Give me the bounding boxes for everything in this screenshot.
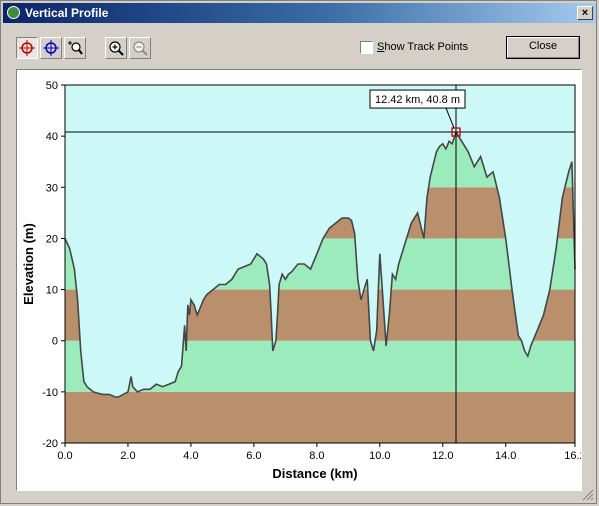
y-axis-ticks: 50 40 30 20 10 0 -10 -20 [42,80,65,450]
profile-line [64,130,576,398]
y-axis-label: Elevation (m) [21,223,36,305]
x-tick-label: 12.0 [432,450,453,462]
x-tick-label: 4.0 [183,450,198,462]
plot-frame [64,84,576,444]
title-close-button[interactable]: × [577,6,593,20]
crosshair-red-icon [19,40,35,56]
x-tick-label: 16.2 [564,450,581,462]
close-button-label: Close [528,40,558,52]
chart-panel: 0.0 2.0 4.0 6.0 8.0 10.0 12.0 14.0 16.2 50 40 30 20… [16,69,586,491]
crosshair-blue-icon [43,40,59,56]
x-tick-label: 2.0 [120,450,135,462]
close-button[interactable]: Close [506,36,580,59]
x-axis-ticks: 0.0 2.0 4.0 6.0 8.0 10.0 12.0 14.0 16.2 [57,443,586,462]
window-title: Vertical Profile [25,6,109,20]
y-tick-label: 50 [46,80,58,92]
band-0 [65,391,575,443]
app-globe-icon [7,6,20,19]
x-tick-label: 10.0 [369,450,390,462]
x-tick-label: 14.0 [495,450,516,462]
tooltip-pointer [445,107,455,129]
y-tick-label: 0 [52,336,58,348]
show-track-points-checkbox[interactable] [360,41,373,54]
sky-area [65,85,575,397]
x-tick-label: 8.0 [309,450,324,462]
zoom-region-icon [68,41,83,55]
show-track-points-text: how Track Points [384,41,469,53]
show-track-points-mnemonic: S [377,41,385,53]
y-tick-label: 20 [46,233,58,245]
y-tick-label: 40 [46,131,58,143]
zoom-in-icon [109,41,124,56]
y-tick-label: -20 [42,438,58,450]
zoom-region-tool-button[interactable] [64,37,86,59]
elevation-chart[interactable]: 0.0 2.0 4.0 6.0 8.0 10.0 12.0 14.0 16.2 50 40 30 20… [17,70,586,490]
crosshair-red-tool-button[interactable] [16,37,38,59]
crosshair-blue-tool-button[interactable] [40,37,62,59]
resize-grip-icon[interactable] [582,489,594,501]
cursor-crosshair [65,85,575,443]
zoom-out-icon [133,41,148,56]
x-tick-label: 6.0 [246,450,261,462]
zoom-out-tool-button[interactable] [129,37,151,59]
x-tick-label: 0.0 [57,450,72,462]
y-tick-label: 10 [46,285,58,297]
show-track-points-label[interactable]: Show Track Points [377,41,468,53]
zoom-in-tool-button[interactable] [105,37,127,59]
x-axis-label: Distance (km) [272,466,357,481]
cursor-marker [451,127,461,137]
cursor-readout: 12.42 km, 40.8 m [375,94,460,106]
y-tick-label: -10 [42,387,58,399]
title-bar[interactable]: Vertical Profile × [3,3,596,23]
y-tick-label: 30 [46,182,58,194]
cursor-tooltip: 12.42 km, 40.8 m [369,89,466,129]
